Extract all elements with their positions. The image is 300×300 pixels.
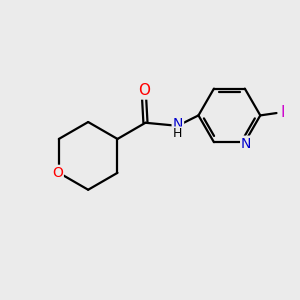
- Text: N: N: [241, 136, 251, 151]
- Text: H: H: [173, 128, 182, 140]
- Text: I: I: [281, 105, 285, 120]
- Text: N: N: [173, 117, 183, 131]
- Text: O: O: [138, 83, 150, 98]
- Text: O: O: [52, 166, 63, 180]
